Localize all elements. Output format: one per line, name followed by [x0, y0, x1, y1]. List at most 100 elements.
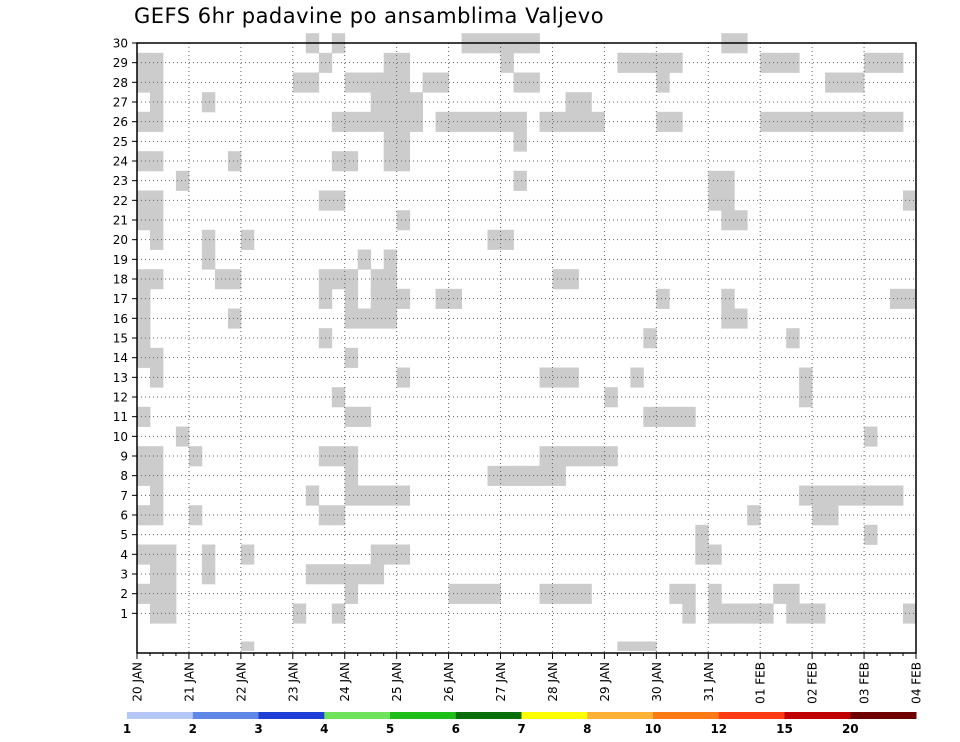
heatmap-cell — [357, 406, 372, 427]
heatmap-cell — [448, 111, 462, 132]
heatmap-cell — [864, 52, 878, 73]
heatmap-cell — [539, 583, 553, 604]
heatmap-cell — [331, 505, 346, 526]
heatmap-cell — [734, 603, 748, 624]
heatmap-cell — [721, 308, 735, 329]
colorbar-label: 12 — [710, 722, 727, 736]
heatmap-cell — [890, 485, 904, 506]
heatmap-cell — [513, 111, 527, 132]
heatmap-cell — [513, 72, 527, 93]
heatmap-cell — [137, 347, 151, 368]
heatmap-cell — [137, 406, 151, 427]
heatmap-cell — [656, 72, 670, 93]
heatmap-cell — [500, 229, 514, 250]
heatmap-cell — [396, 151, 411, 172]
colorbar-label: 1 — [123, 722, 131, 736]
colorbar-label: 5 — [386, 722, 394, 736]
heatmap-cell — [344, 465, 359, 486]
heatmap-cell — [708, 190, 722, 211]
heatmap-cell — [227, 269, 242, 290]
heatmap-cell — [150, 505, 164, 526]
heatmap-cell — [721, 210, 735, 231]
heatmap-cell — [838, 485, 852, 506]
heatmap-cell — [539, 367, 553, 388]
heatmap-cell — [760, 603, 774, 624]
heatmap-cell — [721, 288, 735, 309]
heatmap-cell — [201, 249, 216, 270]
heatmap-cell — [539, 111, 553, 132]
heatmap-cell — [344, 72, 359, 93]
heatmap-cell — [461, 111, 475, 132]
heatmap-cell — [383, 92, 398, 113]
y-tick-label: 24 — [113, 155, 128, 169]
colorbar-swatch — [587, 712, 654, 719]
heatmap-cell — [825, 505, 839, 526]
heatmap-cell — [656, 52, 670, 73]
heatmap-cell — [137, 288, 151, 309]
colorbar-swatch — [324, 712, 391, 719]
heatmap-cell — [617, 641, 631, 651]
heatmap-cell — [383, 52, 398, 73]
heatmap-cell — [760, 52, 774, 73]
x-tick-label: 23 JAN — [286, 662, 300, 702]
heatmap-cell — [331, 387, 346, 408]
heatmap-cell — [786, 328, 800, 349]
heatmap-cell — [137, 190, 151, 211]
heatmap-cell — [591, 446, 605, 467]
heatmap-cell — [188, 446, 203, 467]
y-tick-label: 17 — [113, 292, 128, 306]
heatmap-cell — [137, 269, 151, 290]
x-tick-label: 01 FEB — [754, 662, 768, 704]
heatmap-cell — [786, 111, 800, 132]
heatmap-cell — [305, 564, 320, 585]
y-tick-label: 3 — [120, 568, 128, 582]
heatmap-cell — [786, 52, 800, 73]
x-tick-label: 24 JAN — [338, 662, 352, 702]
heatmap-cell — [773, 583, 787, 604]
y-tick-label: 23 — [113, 174, 128, 188]
heatmap-cell — [137, 465, 151, 486]
heatmap-cell — [150, 190, 164, 211]
y-tick-label: 2 — [120, 587, 128, 601]
colorbar-label: 7 — [517, 722, 525, 736]
heatmap-cell — [864, 485, 878, 506]
heatmap-cell — [150, 229, 164, 250]
x-tick-label: 04 FEB — [910, 662, 924, 704]
heatmap-cell — [357, 111, 372, 132]
heatmap-cell — [344, 564, 359, 585]
y-tick-label: 22 — [113, 194, 128, 208]
heatmap-cell — [448, 288, 462, 309]
y-tick-label: 20 — [113, 233, 128, 247]
heatmap-cell — [383, 544, 398, 565]
y-tick-label: 4 — [120, 548, 128, 562]
heatmap-cell — [500, 52, 514, 73]
heatmap-cell — [565, 367, 579, 388]
colorbar-swatch — [850, 712, 917, 719]
heatmap-cell — [487, 465, 501, 486]
heatmap-cell — [396, 111, 411, 132]
heatmap-cell — [552, 446, 566, 467]
colorbar-swatch — [455, 712, 522, 719]
y-tick-label: 30 — [113, 37, 128, 51]
colorbar-swatch — [390, 712, 457, 719]
heatmap-cell — [150, 347, 164, 368]
heatmap-cell — [864, 426, 878, 447]
y-tick-label: 14 — [113, 351, 128, 365]
heatmap-cell — [500, 465, 514, 486]
y-tick-label: 19 — [113, 253, 128, 267]
x-tick-label: 25 JAN — [390, 662, 404, 702]
heatmap-cell — [812, 485, 826, 506]
heatmap-cell — [409, 111, 423, 132]
heatmap-cell — [150, 446, 164, 467]
y-tick-label: 6 — [120, 509, 128, 523]
heatmap-cell — [240, 641, 255, 651]
heatmap-cell — [721, 190, 735, 211]
x-tick-label: 20 JAN — [131, 662, 145, 702]
heatmap-cell — [656, 406, 670, 427]
y-tick-label: 29 — [113, 56, 128, 70]
heatmap-cell — [150, 269, 164, 290]
heatmap-cell — [734, 210, 748, 231]
heatmap-cell — [150, 210, 164, 231]
heatmap-cell — [513, 170, 527, 191]
